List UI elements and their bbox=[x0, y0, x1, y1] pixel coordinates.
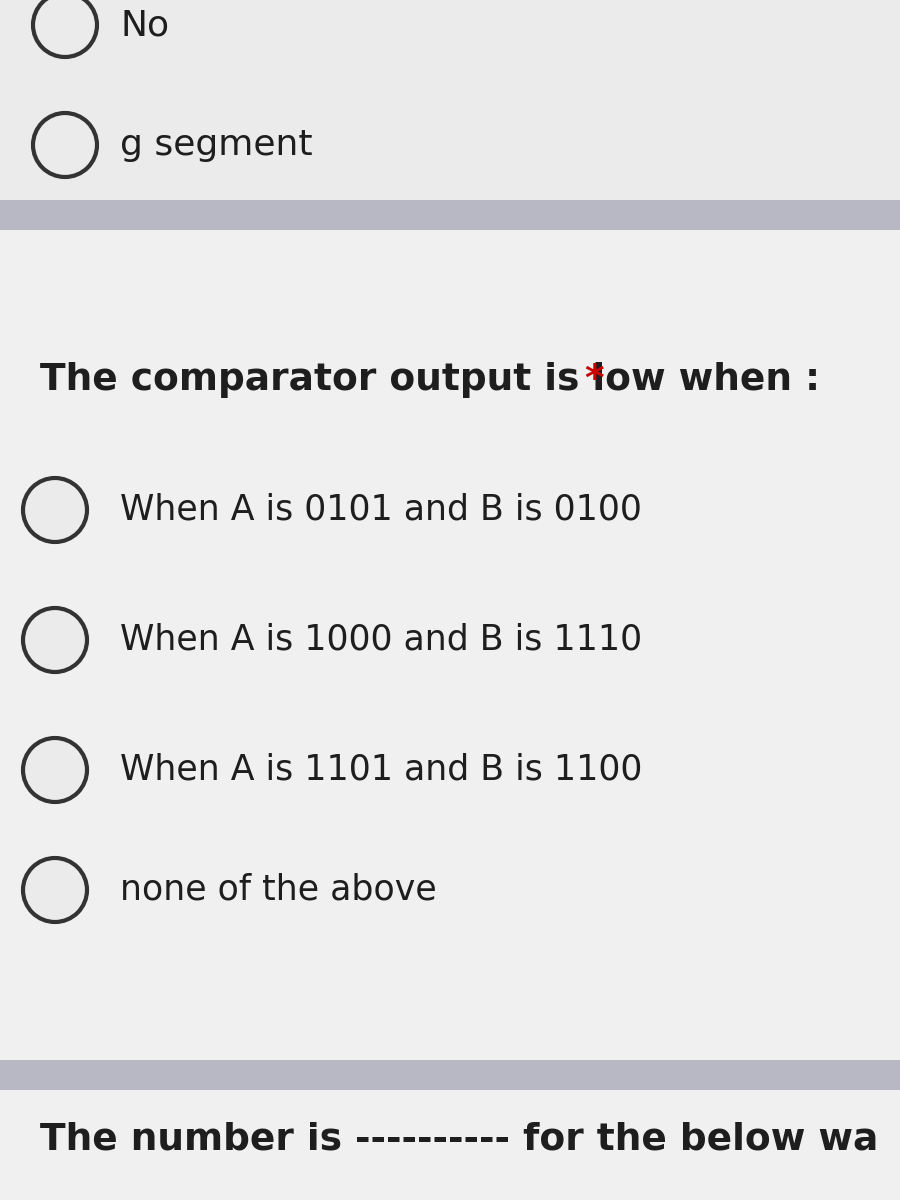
Bar bbox=[0, 1060, 900, 1090]
Circle shape bbox=[23, 478, 87, 542]
Text: g segment: g segment bbox=[120, 128, 312, 162]
Bar bbox=[0, 230, 900, 1060]
Text: When A is 0101 and B is 0100: When A is 0101 and B is 0100 bbox=[120, 493, 642, 527]
Text: When A is 1101 and B is 1100: When A is 1101 and B is 1100 bbox=[120, 754, 643, 787]
Text: *: * bbox=[584, 362, 604, 398]
Circle shape bbox=[23, 738, 87, 802]
Circle shape bbox=[33, 113, 97, 176]
Circle shape bbox=[23, 858, 87, 922]
Bar bbox=[0, 0, 900, 200]
Text: The number is ---------- for the below wa: The number is ---------- for the below w… bbox=[40, 1122, 878, 1158]
Text: When A is 1000 and B is 1110: When A is 1000 and B is 1110 bbox=[120, 623, 642, 658]
Text: The comparator output is low when :: The comparator output is low when : bbox=[40, 362, 833, 398]
Bar bbox=[0, 1090, 900, 1200]
Text: none of the above: none of the above bbox=[120, 874, 436, 907]
Text: No: No bbox=[120, 8, 169, 42]
Circle shape bbox=[23, 608, 87, 672]
Circle shape bbox=[33, 0, 97, 56]
Bar bbox=[0, 200, 900, 230]
